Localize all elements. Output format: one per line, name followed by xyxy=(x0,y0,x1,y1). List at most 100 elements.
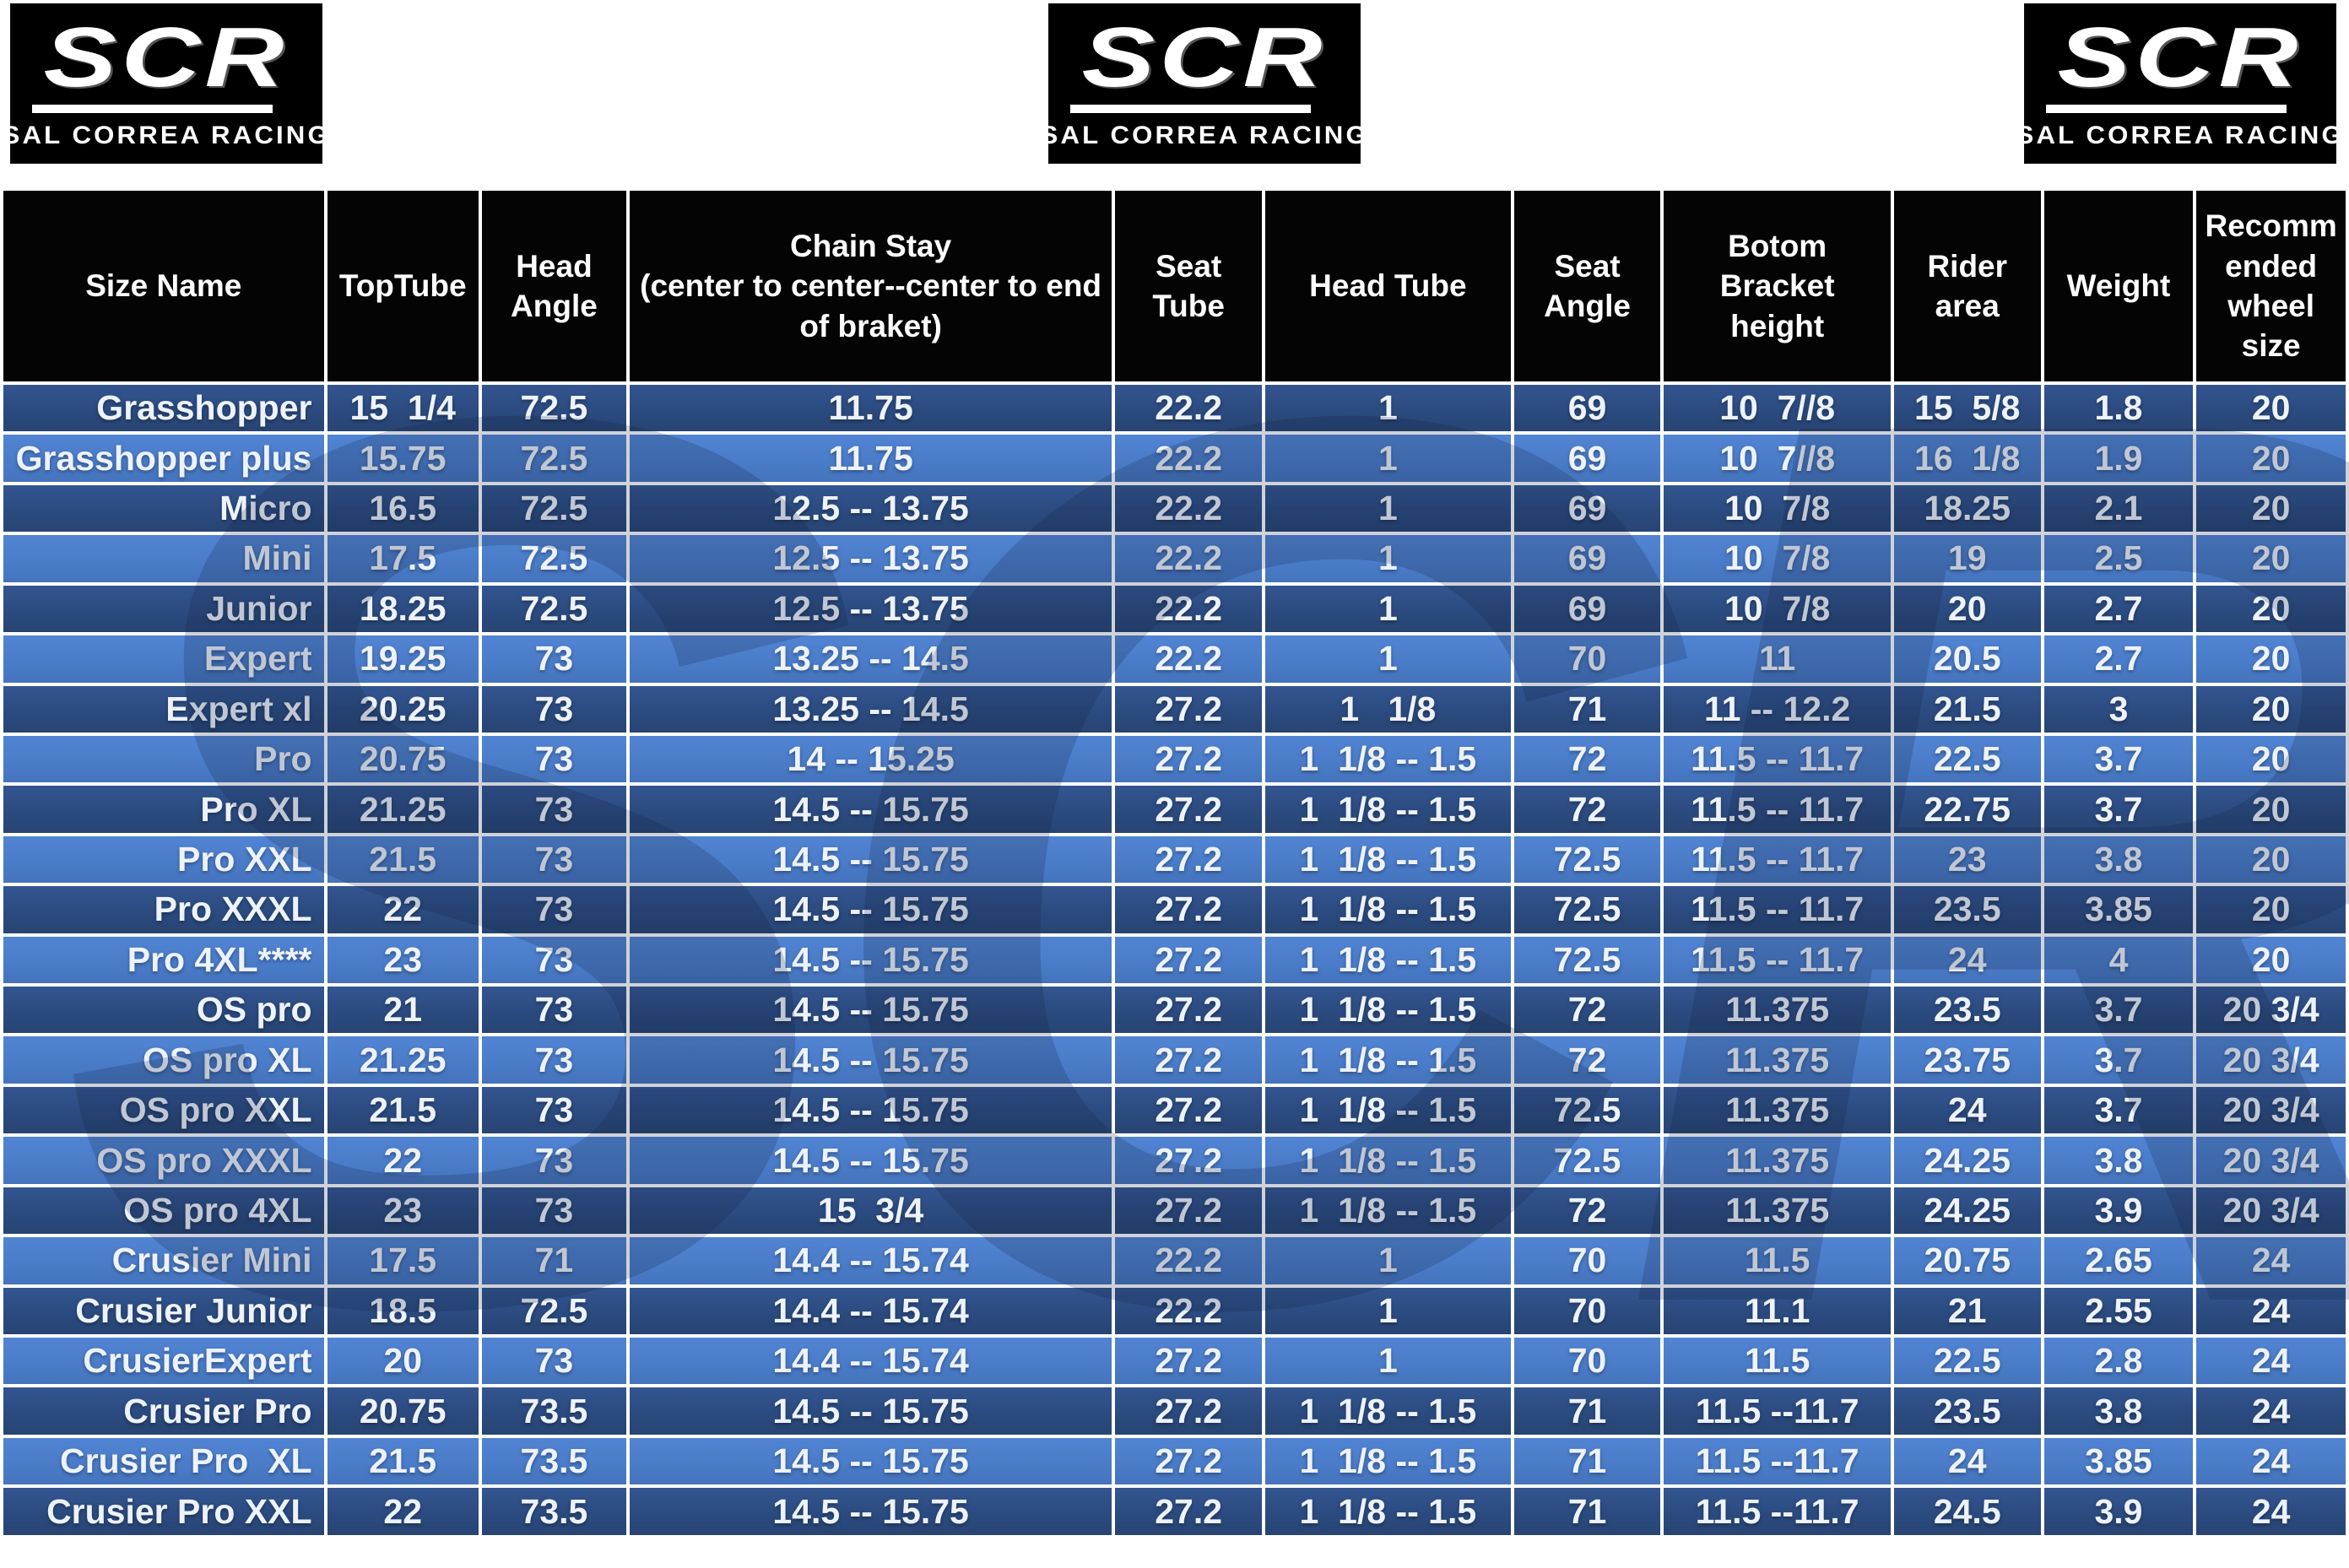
cell-seat-angle: 70 xyxy=(1510,1284,1664,1338)
cell-wheel-size: 20 xyxy=(2193,832,2349,887)
table-row: Crusier Pro 20.75 73.5 14.5 -- 15.75 27.2 1 1… xyxy=(0,1384,2349,1438)
table-row: Crusier Mini 17.5 71 14.4 -- 15.74 22.2 1 70 11… xyxy=(0,1234,2349,1288)
scr-logo-underline xyxy=(32,104,273,113)
cell-size-name: OS pro 4XL xyxy=(0,1183,327,1238)
cell-head-angle: 72.5 xyxy=(478,1284,630,1338)
header-row: Size Name TopTube Head Angle Chain Stay (ce… xyxy=(0,187,2349,385)
column-header-rider-area: Rider area xyxy=(1890,187,2044,385)
cell-head-angle: 73 xyxy=(478,682,630,736)
table-row: Micro 16.5 72.5 12.5 -- 13.75 22.2 1 69 10 7/8 1… xyxy=(0,481,2349,536)
table-row: Crusier Junior 18.5 72.5 14.4 -- 15.74 22.2 1… xyxy=(0,1284,2349,1338)
cell-seat-angle: 71 xyxy=(1510,1434,1664,1489)
cell-wheel-size: 24 xyxy=(2193,1284,2349,1338)
scr-logo-text: SCR xyxy=(1081,9,1328,105)
cell-size-name: Expert xyxy=(0,632,327,686)
cell-head-tube: 1 xyxy=(1262,381,1514,435)
cell-rider-area: 23 xyxy=(1890,832,2044,887)
cell-chain-stay: 11.75 xyxy=(625,381,1116,435)
cell-size-name: Pro xyxy=(0,732,327,787)
cell-top-tube: 20.75 xyxy=(323,732,482,787)
cell-weight: 1.8 xyxy=(2040,381,2197,435)
cell-size-name: Mini xyxy=(0,532,327,586)
cell-bottom-bracket-height: 11.5 -- 11.7 xyxy=(1660,782,1894,836)
cell-bottom-bracket-height: 11.5 -- 11.7 xyxy=(1660,732,1894,787)
cell-head-tube: 1 1/8 -- 1.5 xyxy=(1262,1484,1514,1538)
cell-seat-tube: 27.2 xyxy=(1112,1384,1266,1438)
cell-chain-stay: 14.4 -- 15.74 xyxy=(625,1234,1116,1288)
cell-seat-tube: 27.2 xyxy=(1112,1033,1266,1087)
table-body: Grasshopper 15 1/4 72.5 11.75 22.2 1 69 10 7//8… xyxy=(0,381,2349,1538)
cell-top-tube: 21.25 xyxy=(323,1033,482,1087)
cell-chain-stay: 12.5 -- 13.75 xyxy=(625,532,1116,586)
cell-seat-tube: 27.2 xyxy=(1112,1484,1266,1538)
cell-weight: 3.7 xyxy=(2040,1083,2197,1138)
table-row: Pro XL 21.25 73 14.5 -- 15.75 27.2 1 1/8 -- 1… xyxy=(0,782,2349,836)
cell-seat-angle: 70 xyxy=(1510,1334,1664,1388)
cell-seat-angle: 72 xyxy=(1510,1183,1664,1238)
column-header-bottom-bracket-height: Botom Bracket height xyxy=(1660,187,1894,385)
cell-head-angle: 73 xyxy=(478,632,630,686)
table-row: OS pro 21 73 14.5 -- 15.75 27.2 1 1/8 -- 1.5 7… xyxy=(0,983,2349,1037)
cell-head-tube: 1 1/8 -- 1.5 xyxy=(1262,832,1514,887)
cell-weight: 2.5 xyxy=(2040,532,2197,586)
cell-seat-angle: 71 xyxy=(1510,1484,1664,1538)
table-row: CrusierExpert 20 73 14.4 -- 15.74 27.2 1 70 11.… xyxy=(0,1334,2349,1388)
cell-seat-angle: 72.5 xyxy=(1510,883,1664,937)
column-header-wheel-size: Recomm ended wheel size xyxy=(2193,187,2349,385)
cell-seat-angle: 69 xyxy=(1510,431,1664,485)
cell-weight: 3.8 xyxy=(2040,832,2197,887)
cell-top-tube: 21.5 xyxy=(323,832,482,887)
table-row: Junior 18.25 72.5 12.5 -- 13.75 22.2 1 69 10 7/… xyxy=(0,581,2349,636)
cell-head-tube: 1 1/8 xyxy=(1262,682,1514,736)
cell-size-name: Grasshopper plus xyxy=(0,431,327,485)
scr-logo-subtitle: SAL CORREA RACING xyxy=(1040,121,1369,149)
cell-rider-area: 20.5 xyxy=(1890,632,2044,686)
cell-rider-area: 22.5 xyxy=(1890,732,2044,787)
column-header-head-tube: Head Tube xyxy=(1262,187,1514,385)
scr-logo-left: SCR SAL CORREA RACING xyxy=(2,5,328,162)
cell-bottom-bracket-height: 11.5 --11.7 xyxy=(1660,1434,1894,1489)
table-row: OS pro XXXL 22 73 14.5 -- 15.75 27.2 1 1/8 --… xyxy=(0,1133,2349,1187)
cell-size-name: Crusier Pro XL xyxy=(0,1434,327,1489)
cell-size-name: Crusier Mini xyxy=(0,1234,327,1288)
cell-bottom-bracket-height: 11 -- 12.2 xyxy=(1660,682,1894,736)
cell-weight: 2.1 xyxy=(2040,481,2197,536)
column-header-weight: Weight xyxy=(2040,187,2197,385)
table-row: Grasshopper plus 15.75 72.5 11.75 22.2 1 69 10 … xyxy=(0,431,2349,485)
cell-top-tube: 22 xyxy=(323,1484,482,1538)
cell-bottom-bracket-height: 10 7/8 xyxy=(1660,581,1894,636)
table-row: Expert xl 20.25 73 13.25 -- 14.5 27.2 1 1/8 71… xyxy=(0,682,2349,736)
cell-top-tube: 21.25 xyxy=(323,782,482,836)
cell-weight: 4 xyxy=(2040,933,2197,987)
cell-wheel-size: 20 xyxy=(2193,682,2349,736)
cell-rider-area: 21 xyxy=(1890,1284,2044,1338)
table-row: Crusier Pro XL 21.5 73.5 14.5 -- 15.75 27.2 1… xyxy=(0,1434,2349,1489)
cell-bottom-bracket-height: 11 xyxy=(1660,632,1894,686)
cell-weight: 3.9 xyxy=(2040,1484,2197,1538)
cell-bottom-bracket-height: 11.5 -- 11.7 xyxy=(1660,883,1894,937)
cell-seat-angle: 69 xyxy=(1510,532,1664,586)
cell-seat-tube: 27.2 xyxy=(1112,732,1266,787)
cell-seat-tube: 27.2 xyxy=(1112,682,1266,736)
cell-weight: 3.7 xyxy=(2040,983,2197,1037)
cell-seat-tube: 22.2 xyxy=(1112,481,1266,536)
cell-head-tube: 1 xyxy=(1262,431,1514,485)
cell-seat-angle: 69 xyxy=(1510,381,1664,435)
cell-seat-tube: 22.2 xyxy=(1112,381,1266,435)
scr-logo-underline xyxy=(2046,104,2287,113)
cell-seat-tube: 27.2 xyxy=(1112,832,1266,887)
cell-rider-area: 23.5 xyxy=(1890,883,2044,937)
cell-head-tube: 1 xyxy=(1262,1334,1514,1388)
cell-chain-stay: 15 3/4 xyxy=(625,1183,1116,1238)
spec-table: Size Name TopTube Head Angle Chain Stay (ce… xyxy=(0,187,2349,1538)
table-row: OS pro XL 21.25 73 14.5 -- 15.75 27.2 1 1/8 -… xyxy=(0,1033,2349,1087)
cell-bottom-bracket-height: 11.1 xyxy=(1660,1284,1894,1338)
cell-rider-area: 24.25 xyxy=(1890,1183,2044,1238)
cell-weight: 3.7 xyxy=(2040,1033,2197,1087)
table-row: Grasshopper 15 1/4 72.5 11.75 22.2 1 69 10 7//8… xyxy=(0,381,2349,435)
cell-chain-stay: 14 -- 15.25 xyxy=(625,732,1116,787)
table-row: OS pro XXL 21.5 73 14.5 -- 15.75 27.2 1 1/8 -… xyxy=(0,1083,2349,1138)
cell-size-name: Pro XXXL xyxy=(0,883,327,937)
cell-rider-area: 22.75 xyxy=(1890,782,2044,836)
